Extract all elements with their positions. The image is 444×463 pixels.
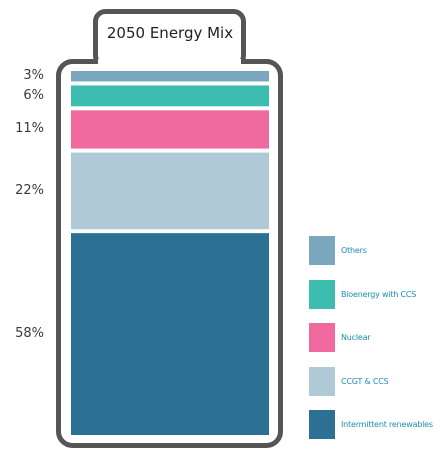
legend-item-4: CCGT & CCS [309, 366, 389, 396]
legend-swatch-5 [309, 410, 335, 439]
value-label-4: 22% [15, 182, 44, 198]
legend-item-2: Bioenergy with CCS [309, 279, 417, 309]
legend-item-3: Nuclear [309, 323, 371, 352]
legend-label-2: Bioenergy with CCS [341, 289, 417, 299]
legend-label-4: CCGT & CCS [341, 376, 389, 386]
legend-swatch-1 [309, 236, 335, 265]
value-label-5: 58% [15, 326, 44, 342]
segment-4 [71, 152, 269, 230]
segment-2 [71, 85, 269, 107]
legend-label-5: Intermittent renewables [341, 420, 433, 429]
segments-group [71, 71, 269, 435]
legend-swatch-2 [309, 279, 335, 309]
value-label-2: 6% [23, 87, 44, 103]
legend-label-1: Others [341, 246, 367, 255]
legend-label-3: Nuclear [341, 333, 371, 342]
segment-3 [71, 110, 269, 149]
legend-item-1: Others [309, 236, 367, 265]
segment-5 [71, 233, 269, 435]
legend-swatch-4 [309, 366, 335, 396]
chart-title: 2050 Energy Mix [106, 24, 234, 42]
segment-1 [71, 71, 269, 82]
legend-item-5: Intermittent renewables [309, 410, 433, 439]
value-label-3: 11% [15, 121, 44, 137]
value-label-1: 3% [23, 68, 44, 84]
legend-swatch-3 [309, 323, 335, 352]
